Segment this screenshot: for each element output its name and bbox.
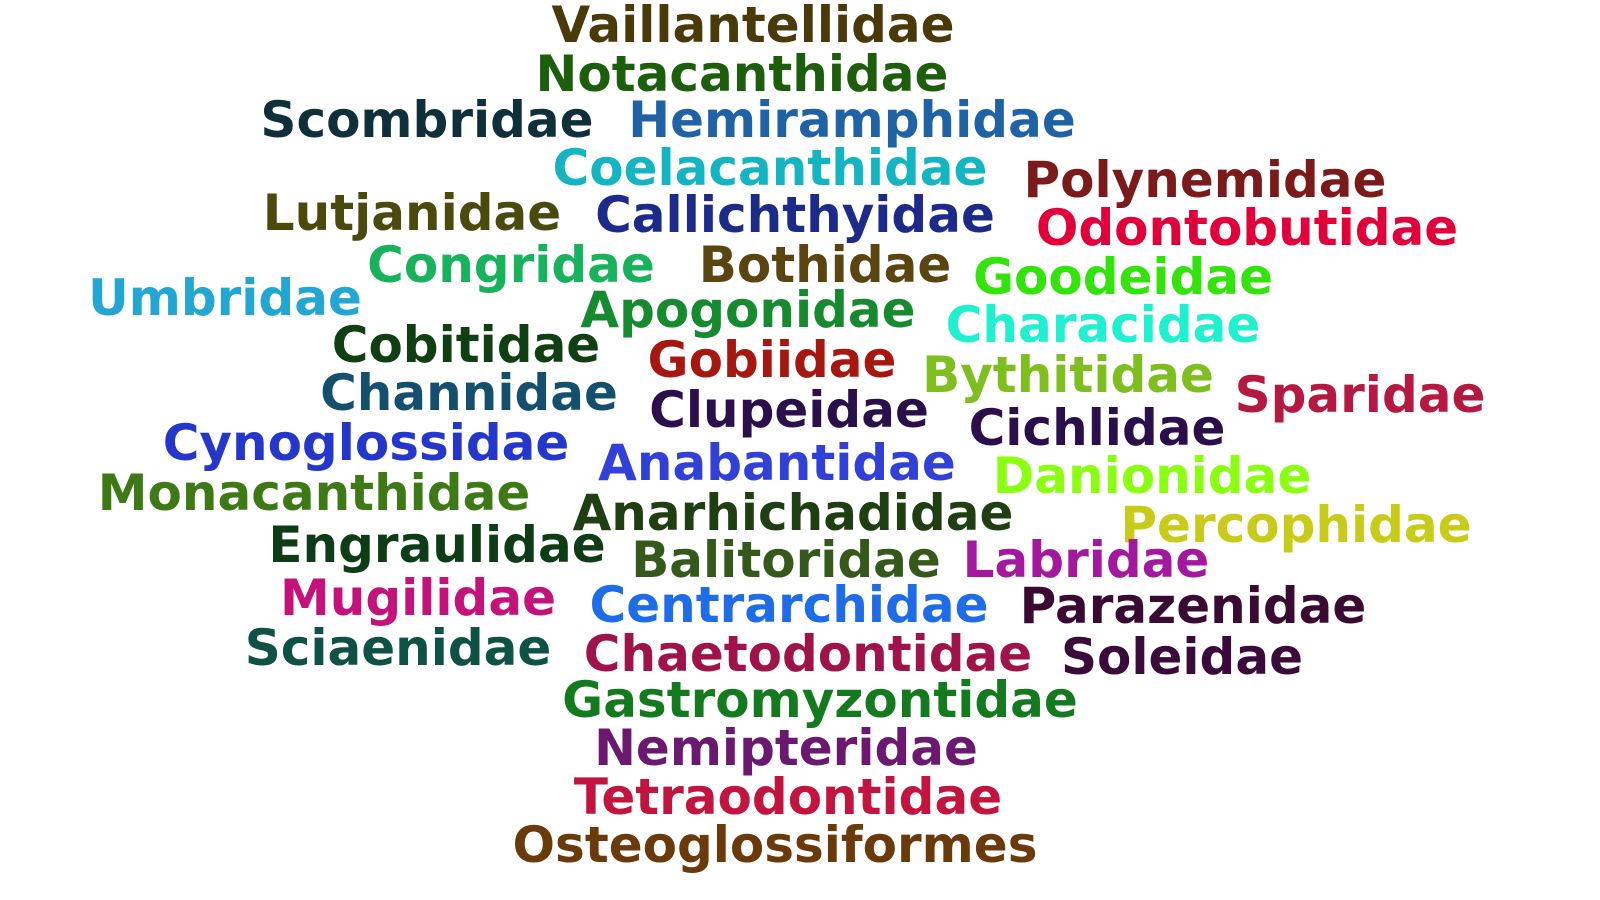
word: Mugilidae (279, 569, 557, 627)
word: Balitoridae (631, 531, 941, 589)
word: Bythitidae (922, 346, 1214, 404)
word: Channidae (320, 364, 618, 422)
word: Scombridae (260, 91, 594, 149)
word: Percophidae (1120, 496, 1472, 554)
word: Cynoglossidae (162, 414, 570, 472)
word: Sciaenidae (244, 619, 552, 677)
word: Gastromyzontidae (562, 671, 1078, 729)
word: Soleidae (1061, 628, 1303, 686)
word: Callichthyidae (595, 186, 995, 244)
word: Coelacanthidae (552, 139, 988, 197)
word: Apogonidae (580, 281, 916, 339)
word: Bothidae (698, 236, 952, 294)
word: Polynemidae (1023, 151, 1387, 209)
word: Notacanthidae (535, 45, 949, 103)
word: Vaillantellidae (551, 0, 955, 54)
word: Gobiidae (647, 331, 897, 389)
word: Lutjanidae (262, 184, 562, 242)
word: Parazenidae (1019, 577, 1367, 635)
word: Centrarchidae (589, 576, 989, 634)
word: Labridae (962, 531, 1210, 589)
word: Goodeidae (972, 248, 1274, 306)
word: Tetraodontidae (573, 768, 1003, 826)
word: Monacanthidae (97, 464, 531, 522)
word: Cobitidae (331, 316, 601, 374)
word: Sparidae (1234, 366, 1486, 424)
word: Clupeidae (649, 381, 929, 439)
word: Characidae (945, 296, 1261, 354)
word: Engraulidae (268, 516, 606, 574)
word: Odontobutidae (1035, 199, 1459, 257)
word: Hemiramphidae (628, 91, 1076, 149)
word: Danionidae (992, 447, 1312, 505)
word: Congridae (367, 236, 655, 294)
word: Nemipteridae (594, 719, 978, 777)
word: Cichlidae (968, 399, 1226, 457)
word: Anabantidae (598, 434, 956, 492)
word: Anarhichadidae (572, 484, 1014, 542)
word: Osteoglossiformes (512, 816, 1038, 874)
word: Chaetodontidae (583, 625, 1033, 683)
word: Umbridae (88, 269, 362, 327)
